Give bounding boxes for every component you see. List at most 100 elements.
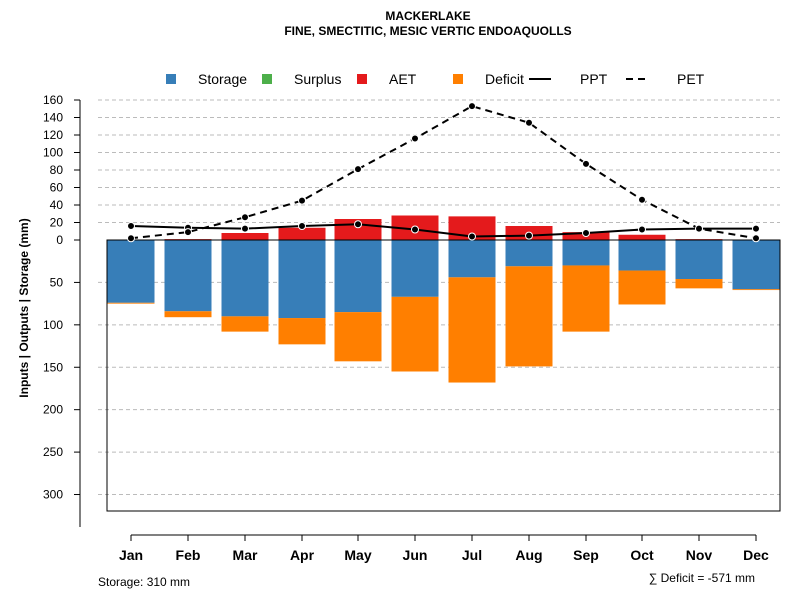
bar-aet-oct (618, 234, 666, 240)
chart-title: MACKERLAKE (385, 9, 470, 23)
y-axis-label: Inputs | Outputs | Storage (mm) (17, 218, 31, 397)
pet-point-aug (525, 118, 533, 127)
bars (107, 215, 780, 383)
gridlines (98, 99, 780, 496)
y-tick-label-top-120: 120 (43, 128, 63, 142)
y-tick-label-top-80: 80 (50, 163, 64, 177)
bar-deficit-mar (221, 316, 269, 332)
y-tick-label-bottom-50: 50 (50, 275, 64, 289)
bar-storage-jul (448, 240, 496, 278)
ppt-point-may (354, 220, 362, 229)
pet-point-mar (241, 213, 249, 222)
y-tick-label-bottom-100: 100 (43, 318, 63, 332)
axes: 0 20 40 60 80 100 120 140 160 50 100 150 200 250 300 Ja… (43, 93, 769, 563)
bar-storage-dec (732, 240, 780, 290)
bar-aet-mar (221, 233, 269, 240)
legend: Storage Surplus AET Deficit PPT PET (166, 71, 705, 87)
bar-deficit-apr (278, 318, 326, 345)
bar-deficit-aug (505, 266, 553, 367)
bar-deficit-dec (732, 289, 780, 291)
x-tick-label-sep: Sep (573, 547, 599, 563)
bar-storage-may (334, 240, 382, 313)
bar-deficit-feb (164, 311, 212, 318)
storage-frame (106, 239, 781, 512)
y-tick-label-top-60: 60 (50, 181, 64, 195)
bar-deficit-nov (675, 279, 723, 289)
y-tick-label-bottom-200: 200 (43, 403, 63, 417)
bar-storage-oct (618, 240, 666, 271)
y-tick-label-bottom-150: 150 (43, 360, 63, 374)
legend-swatch-surplus (262, 74, 272, 84)
y-tick-label-top-100: 100 (43, 146, 63, 160)
bar-storage-jan (107, 240, 155, 303)
ppt-point-sep (582, 229, 590, 237)
pet-point-oct (638, 195, 646, 204)
bar-storage-feb (164, 240, 212, 312)
lines (127, 102, 760, 243)
legend-label-deficit: Deficit (485, 71, 524, 87)
x-tick-label-nov: Nov (686, 547, 713, 563)
bar-storage-jun (391, 240, 439, 297)
bar-storage-nov (675, 240, 723, 280)
y-tick-label-top-0: 0 (56, 233, 63, 247)
ppt-point-oct (638, 225, 646, 234)
bar-deficit-may (334, 312, 382, 362)
ppt-point-dec (752, 224, 760, 233)
y-tick-label-top-160: 160 (43, 93, 63, 107)
bar-deficit-jun (391, 296, 439, 372)
pet-point-jun (411, 134, 419, 143)
bar-storage-sep (562, 240, 610, 266)
x-tick-label-jul: Jul (462, 547, 482, 563)
x-tick-label-feb: Feb (176, 547, 201, 563)
pet-point-feb (184, 228, 192, 237)
x-tick-label-jan: Jan (119, 547, 143, 563)
x-tick-label-aug: Aug (515, 547, 542, 563)
bar-deficit-jan (107, 302, 155, 304)
x-tick-label-oct: Oct (630, 547, 654, 563)
bar-deficit-oct (618, 270, 666, 305)
pet-point-sep (582, 159, 590, 168)
x-tick-label-dec: Dec (743, 547, 769, 563)
pet-point-nov (695, 224, 703, 233)
x-tick-label-may: May (344, 547, 371, 563)
bar-deficit-jul (448, 277, 496, 383)
x-tick-label-apr: Apr (290, 547, 315, 563)
bar-deficit-sep (562, 265, 610, 332)
bar-aet-apr (278, 227, 326, 240)
pet-point-may (354, 165, 362, 174)
bar-storage-apr (278, 240, 326, 319)
pet-line (130, 105, 757, 240)
legend-label-storage: Storage (198, 71, 247, 87)
ppt-point-jan (127, 222, 135, 230)
legend-label-surplus: Surplus (294, 71, 341, 87)
bar-storage-aug (505, 240, 553, 267)
y-tick-label-top-140: 140 (43, 111, 63, 125)
chart-subtitle: FINE, SMECTITIC, MESIC VERTIC ENDOAQUOLL… (284, 24, 571, 38)
legend-swatch-deficit (453, 74, 463, 84)
x-tick-label-mar: Mar (233, 547, 258, 563)
ppt-point-apr (298, 222, 306, 230)
pet-point-dec (752, 234, 760, 243)
pet-point-apr (298, 196, 306, 205)
ppt-point-mar (241, 224, 249, 233)
y-tick-label-bottom-300: 300 (43, 488, 63, 502)
y-tick-label-top-20: 20 (50, 216, 64, 230)
pet-point-jan (127, 234, 135, 243)
storage-footnote: Storage: 310 mm (98, 575, 190, 589)
legend-label-ppt: PPT (580, 71, 608, 87)
y-tick-label-bottom-250: 250 (43, 445, 63, 459)
ppt-point-jun (411, 225, 419, 234)
x-tick-label-jun: Jun (403, 547, 428, 563)
ppt-point-aug (525, 231, 533, 240)
ppt-point-jul (468, 232, 476, 241)
legend-swatch-aet (357, 74, 367, 84)
plot-frame (106, 239, 781, 512)
legend-label-aet: AET (389, 71, 417, 87)
ppt-line (130, 223, 756, 238)
legend-label-pet: PET (677, 71, 705, 87)
legend-swatch-storage (166, 74, 176, 84)
y-tick-label-top-40: 40 (50, 198, 64, 212)
bar-storage-mar (221, 240, 269, 317)
pet-point-jul (468, 102, 476, 111)
